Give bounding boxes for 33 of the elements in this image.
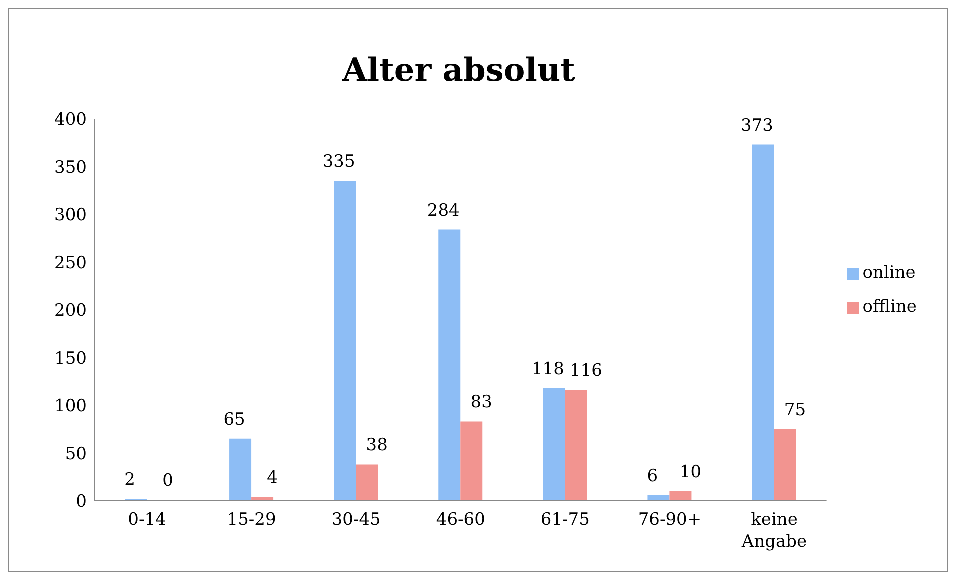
data-label: 10 xyxy=(680,462,702,482)
y-tick-label: 150 xyxy=(54,348,87,369)
x-tick-label: 30-45 xyxy=(332,510,381,530)
data-label: 118 xyxy=(532,359,564,380)
x-tick-label: keine Angabe xyxy=(740,510,808,552)
data-label: 75 xyxy=(784,400,806,420)
x-tick-label: 15-29 xyxy=(227,510,276,530)
x-tick-label: 76-90+ xyxy=(638,510,702,530)
x-tick-label: 0-14 xyxy=(128,510,166,530)
y-tick-label: 100 xyxy=(54,396,87,417)
data-label: 65 xyxy=(224,410,246,430)
data-label: 2 xyxy=(124,470,136,490)
data-label: 83 xyxy=(470,392,492,413)
y-tick-label: 200 xyxy=(54,301,87,322)
y-tick-label: 50 xyxy=(65,444,87,464)
data-label: 335 xyxy=(322,152,356,172)
data-label: 0 xyxy=(162,471,174,491)
x-tick-label: 61-75 xyxy=(540,510,590,530)
y-tick-label: 250 xyxy=(54,253,87,274)
data-label: 6 xyxy=(647,466,658,486)
legend-label: online xyxy=(862,263,916,283)
legend-label: offline xyxy=(862,297,917,317)
data-label: 116 xyxy=(570,361,602,382)
data-label: 4 xyxy=(267,468,278,488)
y-tick-label: 350 xyxy=(54,158,87,178)
data-label: 38 xyxy=(366,436,388,456)
y-tick-label: 400 xyxy=(54,110,87,130)
data-label: 373 xyxy=(741,116,774,136)
data-label: 284 xyxy=(427,200,460,221)
y-tick-label: 0 xyxy=(76,492,87,512)
x-tick-label: 46-60 xyxy=(436,510,486,530)
chart-title: Alter absolut xyxy=(341,51,576,89)
y-tick-label: 300 xyxy=(54,206,87,226)
